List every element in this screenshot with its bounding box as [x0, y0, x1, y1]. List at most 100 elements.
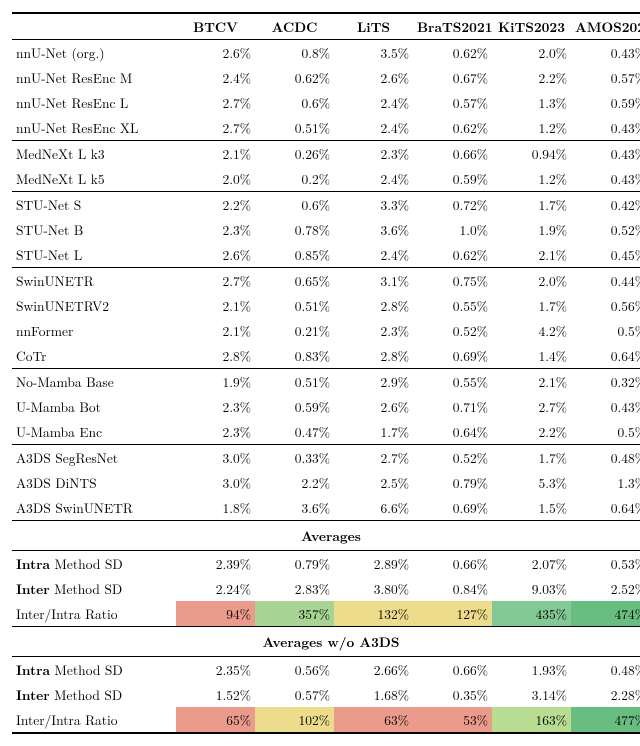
value-cell: 0.62% — [255, 65, 334, 90]
row-label: Inter/Intra Ratio — [12, 707, 176, 733]
value-cell: 0.2% — [255, 166, 334, 192]
table-row: MedNeXt L k52.0%0.2%2.4%0.59%1.2%0.43% — [12, 166, 640, 192]
value-cell: 3.5% — [334, 40, 413, 66]
value-cell: 102% — [255, 707, 334, 733]
value-cell: 1.7% — [492, 192, 571, 218]
value-cell: 1.2% — [492, 115, 571, 141]
row-label: MedNeXt L k5 — [12, 166, 176, 192]
value-cell: 2.2% — [255, 470, 334, 495]
value-cell: 0.57% — [571, 65, 640, 90]
value-cell: 0.44% — [571, 268, 640, 294]
value-cell: 0.51% — [255, 293, 334, 318]
table-row: U-Mamba Enc2.3%0.47%1.7%0.64%2.2%0.5% — [12, 419, 640, 445]
value-cell: 3.0% — [176, 470, 255, 495]
value-cell: 0.66% — [413, 551, 492, 577]
value-cell: 0.94% — [492, 141, 571, 167]
row-label: U-Mamba Enc — [12, 419, 176, 445]
value-cell: 0.67% — [413, 65, 492, 90]
value-cell: 2.2% — [492, 65, 571, 90]
value-cell: 1.7% — [492, 293, 571, 318]
table-row: nnFormer2.1%0.21%2.3%0.52%4.2%0.5% — [12, 318, 640, 343]
value-cell: 0.43% — [571, 115, 640, 141]
value-cell: 0.83% — [255, 343, 334, 369]
row-label: nnU-Net ResEnc XL — [12, 115, 176, 141]
value-cell: 0.64% — [413, 419, 492, 445]
table-row: A3DS DiNTS3.0%2.2%2.5%0.79%5.3%1.3% — [12, 470, 640, 495]
col-header: KiTS2023 — [492, 13, 571, 40]
summary-row: Intra Method SD2.35%0.56%2.66%0.66%1.93%… — [12, 657, 640, 683]
value-cell: 2.6% — [334, 65, 413, 90]
value-cell: 1.7% — [492, 445, 571, 471]
value-cell: 3.1% — [334, 268, 413, 294]
summary-row: Inter Method SD2.24%2.83%3.80%0.84%9.03%… — [12, 576, 640, 601]
col-header: BTCV — [176, 13, 255, 40]
value-cell: 0.48% — [571, 445, 640, 471]
col-header: AMOS2022 — [571, 13, 640, 40]
header-blank — [12, 13, 176, 40]
value-cell: 477% — [571, 707, 640, 733]
value-cell: 1.0% — [413, 217, 492, 242]
value-cell: 2.7% — [492, 394, 571, 419]
value-cell: 2.3% — [176, 217, 255, 242]
row-label: U-Mamba Bot — [12, 394, 176, 419]
row-label: SwinUNETRV2 — [12, 293, 176, 318]
value-cell: 5.3% — [492, 470, 571, 495]
value-cell: 0.57% — [255, 682, 334, 707]
row-label: SwinUNETR — [12, 268, 176, 294]
value-cell: 2.3% — [176, 394, 255, 419]
value-cell: 3.6% — [334, 217, 413, 242]
value-cell: 0.59% — [413, 166, 492, 192]
value-cell: 94% — [176, 601, 255, 627]
value-cell: 2.66% — [334, 657, 413, 683]
value-cell: 2.7% — [176, 90, 255, 115]
value-cell: 0.52% — [413, 318, 492, 343]
value-cell: 0.84% — [413, 576, 492, 601]
value-cell: 1.8% — [176, 495, 255, 521]
value-cell: 2.1% — [176, 141, 255, 167]
value-cell: 2.8% — [176, 343, 255, 369]
value-cell: 474% — [571, 601, 640, 627]
value-cell: 2.5% — [334, 470, 413, 495]
value-cell: 2.2% — [176, 192, 255, 218]
col-header: BraTS2021 — [413, 13, 492, 40]
section-title: Averages — [12, 521, 640, 551]
value-cell: 0.52% — [413, 445, 492, 471]
col-header: LiTS — [334, 13, 413, 40]
summary-row: Inter/Intra Ratio94%357%132%127%435%474% — [12, 601, 640, 627]
value-cell: 0.5% — [571, 419, 640, 445]
value-cell: 0.6% — [255, 192, 334, 218]
value-cell: 0.35% — [413, 682, 492, 707]
value-cell: 2.9% — [334, 369, 413, 395]
value-cell: 0.5% — [571, 318, 640, 343]
value-cell: 2.8% — [334, 293, 413, 318]
row-label: Inter/Intra Ratio — [12, 601, 176, 627]
value-cell: 357% — [255, 601, 334, 627]
table-row: STU-Net S2.2%0.6%3.3%0.72%1.7%0.42% — [12, 192, 640, 218]
value-cell: 0.47% — [255, 419, 334, 445]
value-cell: 1.93% — [492, 657, 571, 683]
value-cell: 0.53% — [571, 551, 640, 577]
value-cell: 0.72% — [413, 192, 492, 218]
section-title-row: Averages — [12, 521, 640, 551]
value-cell: 0.55% — [413, 369, 492, 395]
table-row: nnU-Net (org.)2.6%0.8%3.5%0.62%2.0%0.43% — [12, 40, 640, 66]
row-label: A3DS SegResNet — [12, 445, 176, 471]
value-cell: 2.39% — [176, 551, 255, 577]
value-cell: 0.62% — [413, 242, 492, 268]
table-row: nnU-Net ResEnc M2.4%0.62%2.6%0.67%2.2%0.… — [12, 65, 640, 90]
value-cell: 2.4% — [176, 65, 255, 90]
value-cell: 2.0% — [492, 268, 571, 294]
value-cell: 3.6% — [255, 495, 334, 521]
table-row: STU-Net L2.6%0.85%2.4%0.62%2.1%0.45% — [12, 242, 640, 268]
value-cell: 0.43% — [571, 394, 640, 419]
value-cell: 0.6% — [255, 90, 334, 115]
value-cell: 163% — [492, 707, 571, 733]
value-cell: 2.7% — [176, 268, 255, 294]
row-label: nnU-Net (org.) — [12, 40, 176, 66]
value-cell: 0.62% — [413, 40, 492, 66]
value-cell: 2.07% — [492, 551, 571, 577]
row-label: nnU-Net ResEnc L — [12, 90, 176, 115]
table-row: SwinUNETRV22.1%0.51%2.8%0.55%1.7%0.56% — [12, 293, 640, 318]
value-cell: 1.68% — [334, 682, 413, 707]
value-cell: 1.3% — [571, 470, 640, 495]
